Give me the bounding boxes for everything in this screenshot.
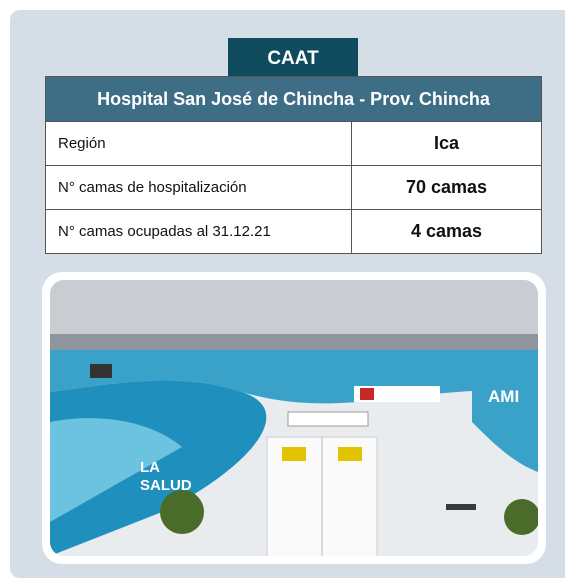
plaque xyxy=(288,412,368,426)
table-title: Hospital San José de Chincha - Prov. Chi… xyxy=(46,77,542,122)
sign xyxy=(282,447,306,461)
photo-text: SALUD xyxy=(140,477,192,494)
chair xyxy=(446,504,476,510)
row-value: 4 camas xyxy=(352,210,542,254)
row-label: N° camas de hospitalización xyxy=(46,166,352,210)
photo-text: LA xyxy=(140,459,160,476)
sign xyxy=(338,447,362,461)
plant xyxy=(160,490,204,534)
row-value: 70 camas xyxy=(352,166,542,210)
eave xyxy=(50,334,538,350)
row-label: Región xyxy=(46,122,352,166)
row-value: Ica xyxy=(352,122,542,166)
photo: LA SALUD AMI xyxy=(42,272,546,564)
roof xyxy=(50,280,538,342)
lamp xyxy=(90,364,112,378)
plant xyxy=(504,499,540,535)
row-label: N° camas ocupadas al 31.12.21 xyxy=(46,210,352,254)
tab-label: CAAT xyxy=(228,38,358,76)
info-table: Hospital San José de Chincha - Prov. Chi… xyxy=(45,76,542,254)
photo-text: AMI xyxy=(488,387,519,406)
logo xyxy=(360,388,374,400)
